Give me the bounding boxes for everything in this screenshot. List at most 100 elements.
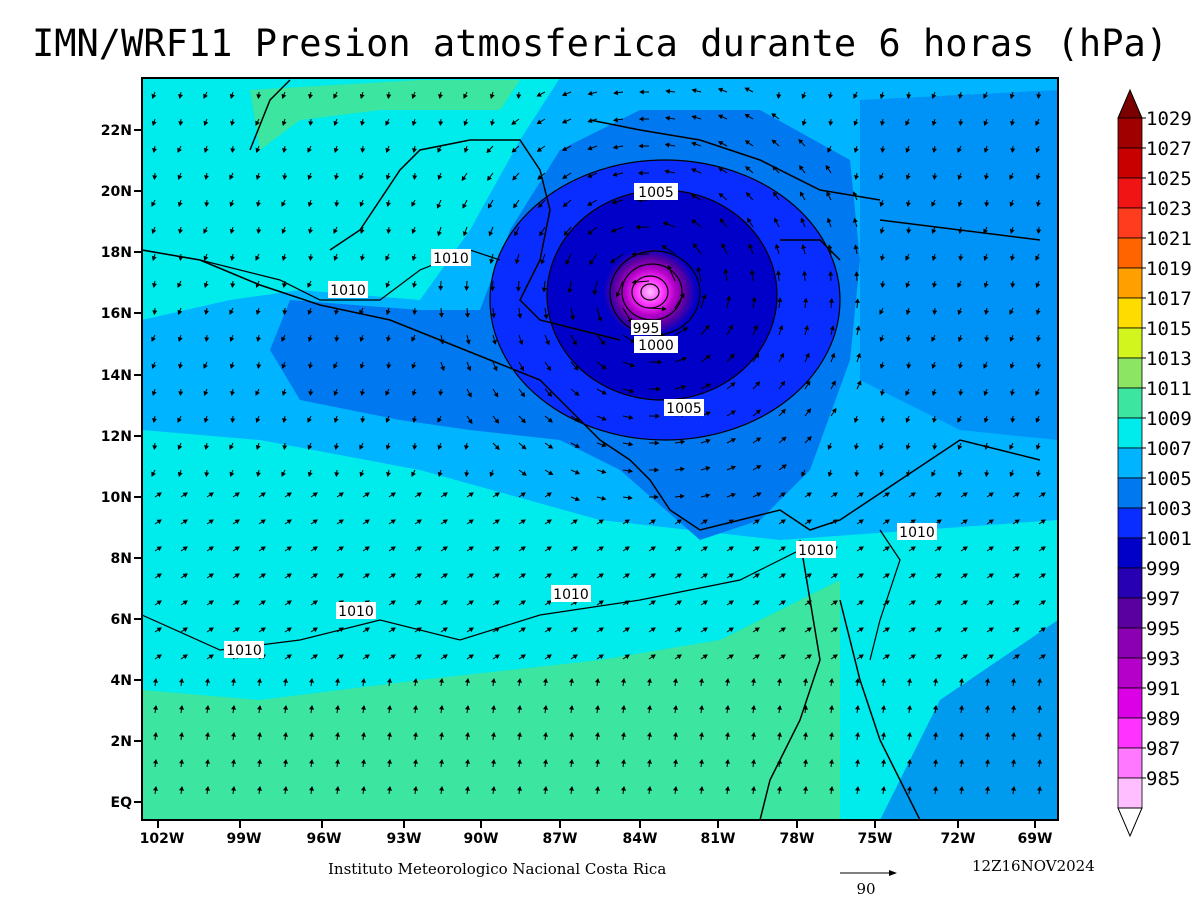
wind-arrow-head — [281, 363, 287, 369]
wind-arrow-head — [385, 147, 391, 153]
wind-arrow-head — [802, 731, 808, 737]
wind-arrow-head — [177, 174, 183, 180]
wind-arrow-head — [717, 114, 724, 120]
wind-arrow-head — [854, 298, 860, 304]
wind-arrow-head — [572, 654, 578, 660]
wind-arrow-head — [203, 282, 209, 288]
wind-arrow-head — [515, 286, 521, 292]
wind-arrow-head — [828, 704, 834, 710]
wind-arrow-head — [676, 627, 682, 633]
wind-arrow-head — [464, 704, 470, 710]
wind-arrow-head — [962, 654, 968, 660]
wind-arrow-head — [360, 758, 366, 764]
wind-arrow-head — [962, 627, 968, 633]
institution-text: Instituto Meteorologico Nacional Costa R… — [328, 860, 666, 878]
wind-arrow-head — [548, 470, 554, 475]
colorbar-label: 1001 — [1146, 528, 1192, 550]
wind-arrow-head — [385, 282, 391, 288]
wind-arrow-head — [754, 573, 760, 579]
wind-arrow-head — [411, 390, 417, 396]
wind-arrow-head — [156, 519, 162, 525]
wind-arrow-head — [334, 337, 340, 343]
wind-arrow-head — [1010, 731, 1016, 737]
wind-arrow-head — [338, 546, 344, 552]
wind-arrow-head — [282, 677, 288, 683]
x-tick-label: 78W — [780, 831, 815, 847]
wind-arrow-head — [256, 758, 262, 764]
wind-arrow-head — [962, 600, 968, 606]
wind-arrow-head — [359, 93, 365, 99]
wind-arrow-head — [490, 758, 496, 764]
wind-arrow-head — [598, 654, 604, 660]
wind-arrow-head — [958, 121, 964, 127]
wind-arrow-head — [308, 229, 313, 235]
colorbar-swatch — [1117, 567, 1143, 599]
wind-arrow-head — [806, 408, 812, 414]
wind-arrow-head — [853, 147, 859, 153]
colorbar-label: 1011 — [1146, 378, 1192, 400]
wind-arrow-head — [931, 93, 937, 99]
wind-arrow-head — [307, 282, 312, 288]
wind-arrow-head — [723, 268, 729, 274]
wind-arrow-head — [983, 93, 988, 99]
wind-arrow-head — [178, 364, 183, 370]
wind-arrow-head — [730, 438, 737, 443]
wind-arrow-head — [390, 492, 396, 498]
wind-arrow-head — [312, 600, 318, 606]
wind-arrow-head — [286, 627, 292, 633]
wind-arrow-head — [1010, 121, 1015, 127]
green-north — [250, 80, 520, 150]
wind-arrow-head — [152, 148, 157, 154]
wind-arrow-head — [312, 492, 318, 498]
wind-arrow-head — [463, 120, 469, 126]
wind-arrow-head — [256, 704, 262, 710]
wind-arrow-head — [204, 677, 210, 683]
wind-arrow-head — [438, 391, 444, 397]
wind-arrow-head — [1010, 283, 1016, 289]
wind-arrow-head — [691, 115, 697, 120]
wind-arrow-head — [691, 141, 697, 147]
wind-arrow-head — [1035, 444, 1041, 450]
wind-arrow-head — [385, 417, 391, 423]
wind-arrow-head — [931, 120, 937, 126]
wind-arrow-head — [832, 492, 838, 498]
wind-arrow-head — [334, 445, 339, 451]
wind-arrow-head — [661, 306, 667, 312]
wind-arrow-head — [333, 390, 339, 396]
wind-arrow-head — [983, 390, 989, 396]
wind-arrow-head — [661, 245, 667, 250]
wind-arrow-head — [156, 573, 162, 579]
wind-arrow-head — [628, 414, 634, 420]
colorbar-swatch — [1117, 297, 1143, 329]
wind-arrow-head — [364, 654, 370, 660]
wind-arrow-head — [650, 519, 656, 525]
wind-arrow-head — [466, 366, 472, 372]
wind-arrow-head — [724, 731, 730, 737]
wind-arrow-head — [521, 444, 527, 450]
wind-arrow-head — [338, 492, 344, 498]
wind-arrow-head — [230, 256, 235, 262]
wind-arrow-head — [594, 704, 600, 710]
wind-arrow-head — [385, 444, 391, 450]
wind-arrow-head — [574, 417, 580, 422]
wind-arrow-head — [286, 492, 292, 498]
wind-arrow-head — [749, 269, 755, 275]
wind-arrow-head — [905, 390, 910, 396]
wind-arrow-head — [442, 627, 448, 633]
wind-arrow-head — [520, 573, 526, 579]
wind-arrow-head — [152, 175, 158, 181]
wind-arrow-head — [468, 573, 474, 579]
wind-arrow-head — [880, 418, 886, 424]
wind-arrow-head — [1035, 174, 1041, 180]
blue-southeast — [880, 620, 1058, 820]
colorbar-swatch — [1117, 207, 1143, 239]
colorbar-label: 993 — [1146, 648, 1180, 670]
wind-arrow-head — [776, 677, 782, 683]
wind-arrow-head — [386, 704, 392, 710]
wind-arrow-head — [151, 201, 156, 207]
reference-vector-label: 90 — [856, 880, 875, 898]
wind-arrow-head — [334, 704, 340, 710]
wind-arrow-head — [828, 298, 834, 303]
wind-arrow-head — [516, 731, 522, 737]
wind-arrow-head — [665, 115, 670, 121]
